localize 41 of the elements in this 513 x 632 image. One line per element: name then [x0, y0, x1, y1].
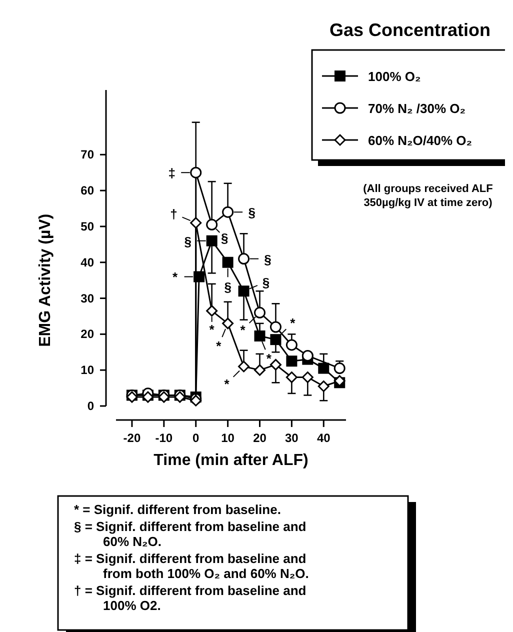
y-tick-label: 60: [80, 184, 94, 198]
annotation: *: [240, 322, 246, 338]
y-tick-label: 40: [80, 255, 94, 270]
x-axis-title: Time (min after ALF): [154, 452, 308, 469]
legend-label: 60% N₂O/40% O₂: [368, 133, 472, 148]
text: (All groups received ALF 350µg/kg IV at time zero): [363, 183, 494, 209]
y-tick-label: 30: [80, 291, 94, 306]
text: ‡ = Signif. different from baseline and from both 100% O₂ and 60% N₂O.: [74, 551, 309, 581]
legend-title: Gas Concentration: [329, 20, 491, 40]
annotation: §: [224, 279, 232, 294]
annotation: *: [216, 338, 222, 354]
y-tick-label: 0: [87, 399, 94, 413]
annotation: §: [262, 274, 270, 290]
text: † = Signif. different from baseline and 100% O2.: [74, 583, 306, 613]
annotation: *: [266, 351, 272, 366]
annotation: ‡: [168, 166, 176, 181]
y-tick-label: 20: [80, 327, 94, 342]
y-tick-label: 10: [80, 363, 94, 378]
annotation: *: [172, 270, 179, 285]
annotation: †: [170, 206, 178, 222]
x-tick-label: 0: [192, 431, 200, 445]
annotation: §: [248, 205, 256, 220]
text: § = Signif. different from baseline and 60% N₂O.: [74, 519, 306, 549]
annotation: §: [184, 234, 192, 249]
annotation: *: [209, 322, 216, 337]
text: * = Signif. different from baseline.: [74, 502, 281, 517]
x-tick-label: 30: [285, 431, 299, 445]
annotation: *: [224, 376, 230, 392]
y-axis-title: EMG Activity (µV): [37, 214, 54, 347]
x-tick-label: 40: [316, 431, 331, 445]
x-tick-label: -20: [123, 431, 141, 445]
annotation: *: [290, 316, 296, 331]
y-tick-label: 70: [80, 148, 94, 162]
x-tick-label: -10: [155, 431, 173, 445]
x-tick-label: 20: [253, 431, 267, 445]
legend-label: 70% N₂ /30% O₂: [368, 101, 466, 116]
legend-label: 100% O₂: [368, 69, 421, 84]
x-tick-label: 10: [221, 431, 235, 445]
y-tick-label: 50: [80, 219, 94, 234]
annotation: §: [264, 252, 272, 267]
annotation: §: [220, 230, 228, 246]
